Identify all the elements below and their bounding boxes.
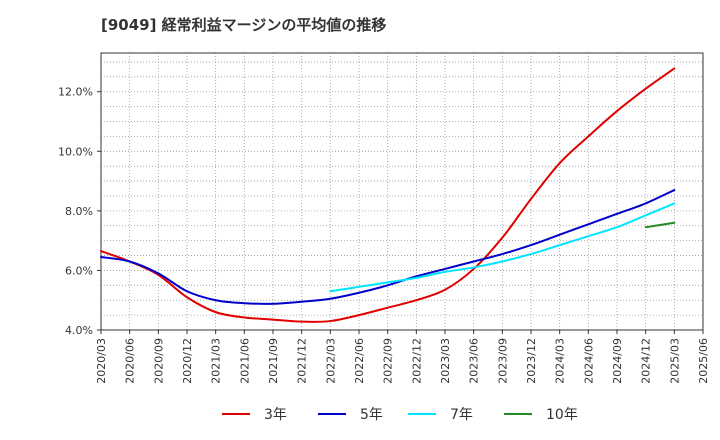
legend-label: 10年 <box>546 407 578 423</box>
x-tick-label: 2022/12 <box>410 338 423 384</box>
series-lines <box>100 67 676 323</box>
y-tick-label: 12.0% <box>58 86 93 99</box>
x-tick-label: 2020/09 <box>152 338 165 384</box>
legend: 3年 5年 7年 10年 <box>222 407 578 423</box>
legend-label: 5年 <box>360 407 383 423</box>
x-tick-label: 2021/12 <box>296 338 309 384</box>
x-tick-label: 2022/03 <box>324 338 337 384</box>
y-tick-label: 6.0% <box>65 264 93 277</box>
x-tick-label: 2023/03 <box>439 338 452 384</box>
x-tick-label: 2020/12 <box>181 338 194 384</box>
x-tick-label: 2025/06 <box>697 338 710 384</box>
plot-area <box>100 52 704 331</box>
x-tick-label: 2024/03 <box>554 338 567 384</box>
x-tick-label: 2023/06 <box>468 338 481 384</box>
chart-title: [9049] 経常利益マージンの平均値の推移 <box>101 16 387 34</box>
series-line-3 <box>329 202 676 293</box>
x-tick-label: 2023/12 <box>525 338 538 384</box>
x-tick-label: 2020/03 <box>95 338 108 384</box>
series-line-2 <box>100 189 676 305</box>
x-tick-label: 2021/09 <box>267 338 280 384</box>
x-tick-label: 2021/06 <box>238 338 251 384</box>
x-tick-label: 2023/09 <box>496 338 509 384</box>
x-tick-label: 2020/06 <box>124 338 137 384</box>
x-tick-label: 2022/06 <box>353 338 366 384</box>
y-axis-ticks: 4.0% 6.0% 8.0% 10.0% 12.0% <box>58 86 101 337</box>
x-tick-label: 2022/09 <box>382 338 395 384</box>
y-tick-label: 10.0% <box>58 145 93 158</box>
x-tick-label: 2024/12 <box>640 338 653 384</box>
x-tick-label: 2024/09 <box>611 338 624 384</box>
x-axis-ticks: 2020/03 2020/06 2020/09 2020/12 2021/03 2021/… <box>95 330 710 384</box>
x-tick-label: 2024/06 <box>582 338 595 384</box>
legend-label: 3年 <box>264 407 287 423</box>
x-tick-label: 2021/03 <box>210 338 223 384</box>
series-line-4 <box>644 221 676 229</box>
y-tick-label: 8.0% <box>65 205 93 218</box>
series-line-1 <box>100 67 676 323</box>
grid-lines <box>101 53 703 330</box>
x-tick-label: 2025/03 <box>668 338 681 384</box>
y-tick-label: 4.0% <box>65 324 93 337</box>
legend-label: 7年 <box>450 407 473 423</box>
